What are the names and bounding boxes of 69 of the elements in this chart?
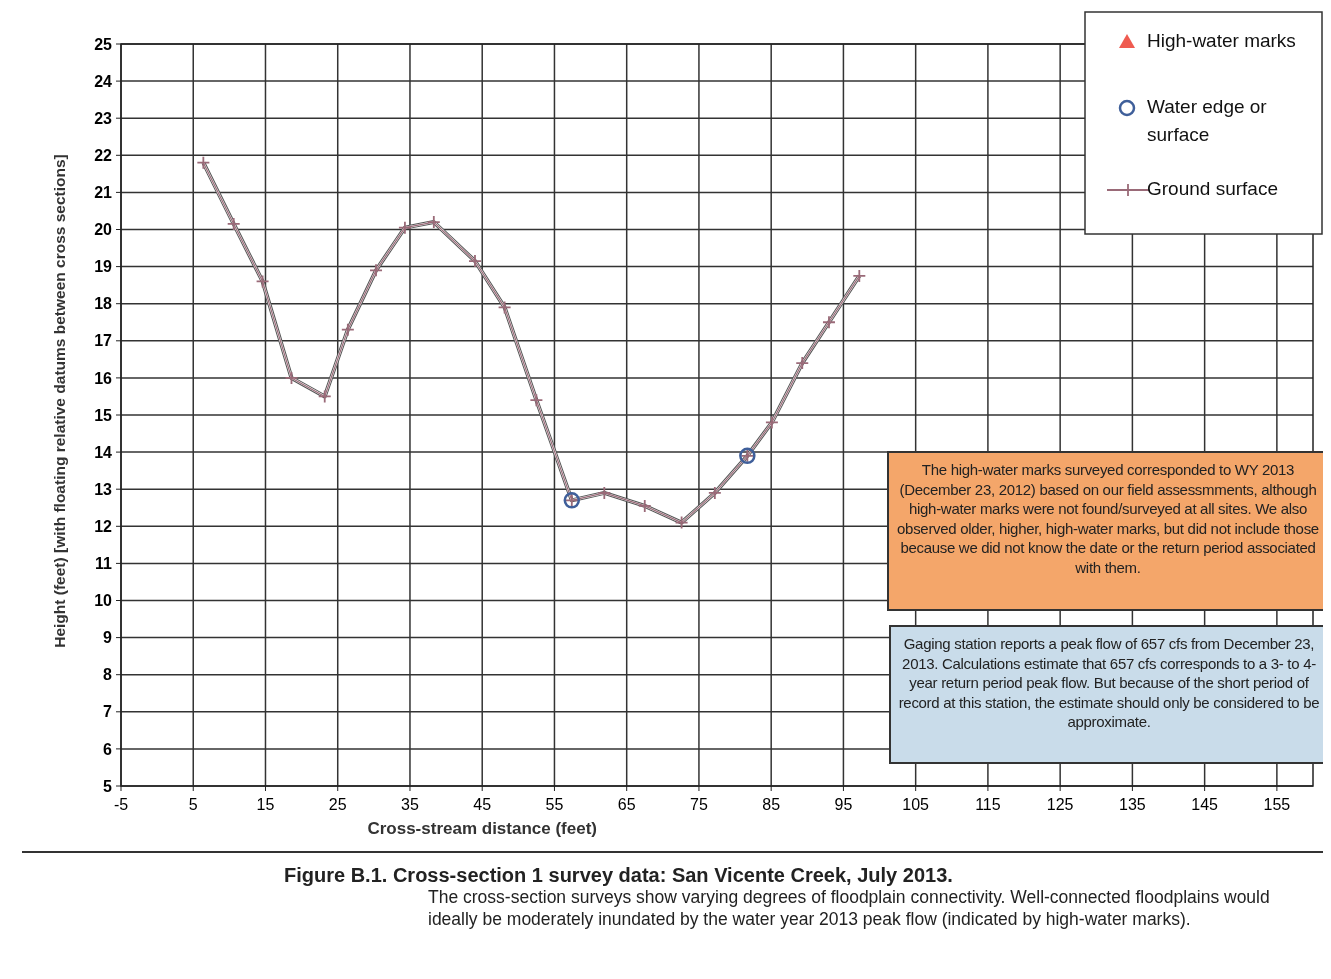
- x-tick-label: 15: [256, 796, 275, 813]
- note-box: Gaging station reports a peak flow of 657 cfs from December 23, 2013. Calculations estimate that 657 cfs corresponds to a 3- to 4-year return period peak flow. But because of the short period of record at this station, the estimate should only be considered to be approximate.: [889, 625, 1323, 764]
- x-tick-label: 105: [902, 796, 930, 813]
- x-tick-label: 35: [401, 796, 419, 813]
- x-tick-label: 65: [617, 796, 636, 813]
- y-tick-label: 17: [94, 332, 113, 350]
- point: [674, 515, 689, 530]
- legend-label: Ground surface: [1147, 177, 1279, 201]
- point: [426, 215, 441, 229]
- point: [637, 498, 652, 513]
- point: [822, 315, 836, 330]
- text: Figure B.1. Cross-section 1 survey data: San Vicente Creek, July 2013.: [284, 864, 953, 886]
- point: [852, 268, 867, 283]
- y-tick-label: 5: [103, 777, 113, 795]
- y-tick-label: 13: [94, 480, 113, 498]
- y-tick-label: 11: [95, 555, 113, 572]
- y-tick-label: 12: [94, 517, 113, 535]
- point: [196, 155, 211, 170]
- x-tick-label: 75: [690, 796, 708, 813]
- y-tick-label: 19: [94, 258, 113, 276]
- x-tick-label: -5: [113, 796, 129, 813]
- legend-label: High-water marks: [1147, 29, 1297, 53]
- x-axis-title: Cross-stream distance (feet): [367, 819, 597, 838]
- point: [226, 217, 241, 231]
- y-axis-title: Height (feet) [with floating relative datums between cross sections]: [51, 154, 68, 648]
- point: [317, 389, 332, 404]
- y-tick-label: 23: [94, 109, 113, 127]
- y-tick-label: 10: [94, 592, 113, 610]
- y-tick-label: 15: [94, 406, 113, 424]
- y-tick-label: 8: [103, 666, 113, 684]
- x-tick-label: 125: [1046, 796, 1074, 813]
- annotation: Gaging station reports a peak flow of 657 cfs from December 23, 2013. Calculations estimate that 657 cfs corresponds to a 3- to 4-year return period peak flow. But because of the short period of record at this station, the estimate should only be considered to be approximate.: [898, 634, 1320, 732]
- y-tick-label: 21: [94, 184, 113, 201]
- y-tick-label: 25: [94, 35, 113, 53]
- point: [597, 486, 612, 500]
- y-tick-label: 7: [103, 703, 113, 721]
- point: [765, 415, 779, 430]
- y-tick-label: 14: [94, 443, 113, 461]
- x-tick-label: 155: [1263, 796, 1291, 813]
- point: [707, 486, 722, 500]
- point: [255, 274, 270, 289]
- y-tick-label: 18: [94, 295, 113, 313]
- y-tick-label: 24: [94, 72, 113, 90]
- y-tick-label: 20: [94, 221, 113, 239]
- point: [284, 371, 299, 385]
- point: [369, 263, 383, 278]
- y-tick-label: 9: [103, 629, 113, 647]
- y-tick-label: 6: [103, 740, 113, 758]
- point: [340, 322, 355, 337]
- x-tick-label: 145: [1191, 796, 1219, 813]
- x-tick-label: 25: [328, 796, 347, 813]
- x-tick-label: 45: [473, 796, 492, 813]
- x-tick-label: 5: [188, 796, 198, 813]
- point: [529, 393, 544, 408]
- point: [468, 254, 482, 268]
- text: The cross-section surveys show varying degrees of floodplain connectivity. Well-connected floodplains would ideally be moderately inundated by the water year 2013 peak flow (indicated by high-water marks).: [428, 886, 1271, 930]
- y-tick-label: 16: [94, 369, 113, 387]
- note-box: The high-water marks surveyed corresponded to WY 2013 (December 23, 2012) based on our field assessmments, although high-water marks were not found/surveyed at all sites. We also observed older, higher, high-water marks, but did not include those because we did not know the date or the return period associated with them.: [887, 451, 1323, 611]
- x-tick-label: 115: [975, 796, 1001, 813]
- x-tick-label: 85: [762, 796, 781, 813]
- annotation: The high-water marks surveyed corresponded to WY 2013 (December 23, 2012) based on our field assessmments, although high-water marks were not found/surveyed at all sites. We also observed older, higher, high-water marks, but did not include those because we did not know the date or the return period associated with them.: [896, 460, 1320, 577]
- legend-label: Water edge or surface: [1147, 95, 1268, 147]
- point: [795, 356, 810, 370]
- point: [497, 300, 512, 315]
- point: [398, 220, 412, 235]
- x-tick-label: 135: [1119, 796, 1146, 813]
- x-tick-label: 95: [834, 796, 853, 813]
- x-tick-label: 55: [545, 796, 564, 813]
- y-tick-label: 22: [94, 146, 113, 164]
